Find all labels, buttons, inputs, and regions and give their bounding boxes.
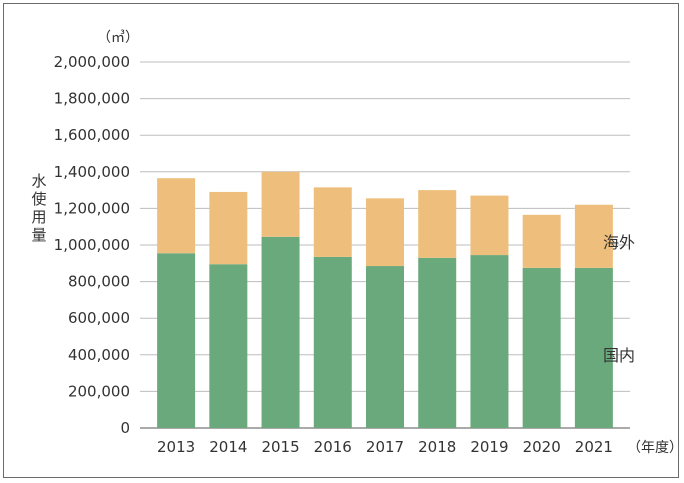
y-tick-label: 2,000,000 bbox=[54, 53, 130, 71]
y-axis-label: 水使用量 bbox=[31, 172, 47, 244]
bar-overseas-2017 bbox=[366, 198, 404, 267]
bar-domestic-2021 bbox=[574, 267, 613, 428]
y-tick-label: 0 bbox=[120, 419, 130, 437]
x-tick-label: 2019 bbox=[470, 438, 508, 456]
x-tick-label: 2020 bbox=[523, 438, 561, 456]
y-tick-label: 1,600,000 bbox=[54, 126, 130, 144]
bar-domestic-2017 bbox=[366, 266, 404, 428]
y-tick-labels: 0 200,000 400,000 600,000 800,000 1,000,000 1,… bbox=[54, 53, 130, 437]
y-tick-label: 1,800,000 bbox=[54, 90, 130, 108]
x-tick-label: 2021 bbox=[575, 438, 613, 456]
y-tick-label: 600,000 bbox=[68, 309, 130, 327]
bar-overseas-2015 bbox=[261, 171, 300, 237]
bar-overseas-2018 bbox=[418, 190, 457, 258]
series-label-domestic: 国内 bbox=[603, 346, 635, 365]
bar-domestic-2016 bbox=[313, 256, 352, 428]
bar-domestic-2020 bbox=[522, 267, 561, 428]
bar-domestic-2019 bbox=[470, 255, 509, 428]
y-tick-label: 200,000 bbox=[68, 382, 130, 400]
x-tick-label: 2016 bbox=[314, 438, 352, 456]
bar-overseas-2019 bbox=[470, 195, 509, 256]
x-tick-label: 2018 bbox=[418, 438, 456, 456]
y-tick-label: 800,000 bbox=[68, 273, 130, 291]
x-tick-label: 2017 bbox=[366, 438, 404, 456]
x-unit-label: （年度） bbox=[627, 440, 683, 456]
bar-domestic-2015 bbox=[261, 236, 300, 428]
bar-overseas-2016 bbox=[313, 187, 352, 257]
bar-domestic-2013 bbox=[157, 253, 196, 428]
bar-overseas-2020 bbox=[522, 214, 561, 268]
x-tick-label: 2014 bbox=[209, 438, 247, 456]
bar-overseas-2014 bbox=[209, 191, 248, 265]
y-tick-label: 1,200,000 bbox=[54, 199, 130, 217]
x-tick-label: 2015 bbox=[261, 438, 299, 456]
bar-domestic-2014 bbox=[209, 264, 248, 428]
y-tick-label: 1,400,000 bbox=[54, 163, 130, 181]
y-unit-label: （㎥） bbox=[97, 30, 139, 46]
x-tick-label: 2013 bbox=[157, 438, 195, 456]
y-tick-label: 400,000 bbox=[68, 346, 130, 364]
bar-overseas-2021 bbox=[574, 204, 613, 268]
bar-domestic-2018 bbox=[418, 257, 457, 428]
bars bbox=[157, 171, 613, 428]
bar-overseas-2013 bbox=[157, 178, 196, 254]
y-tick-label: 1,000,000 bbox=[54, 236, 130, 254]
series-label-overseas: 海外 bbox=[603, 233, 635, 252]
x-tick-labels: 2013 2014 2015 2016 2017 2018 2019 2020 2021 bbox=[157, 438, 613, 456]
